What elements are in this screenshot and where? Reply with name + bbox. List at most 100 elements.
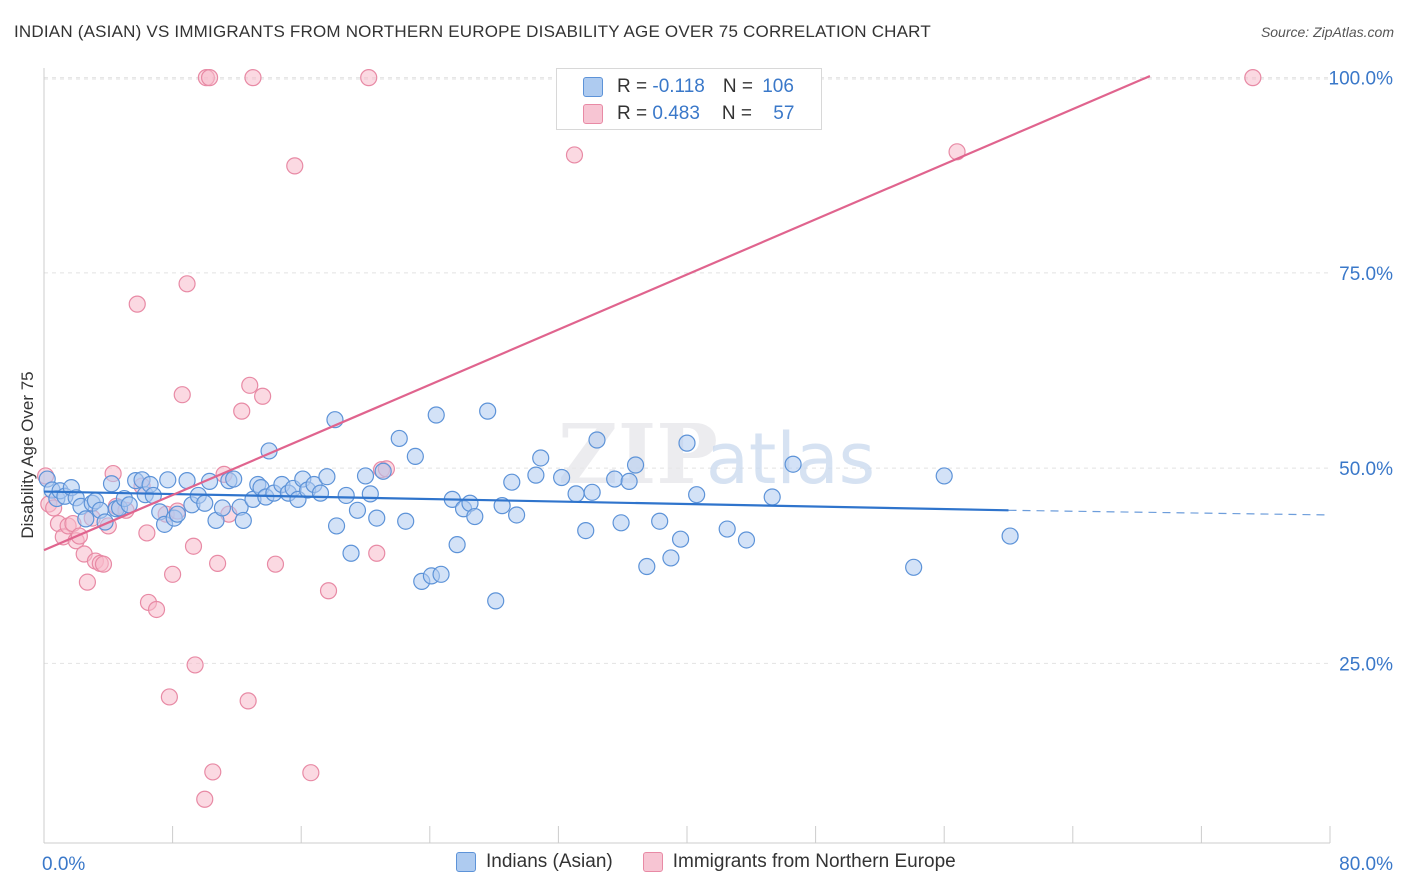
legend-swatch-immigrants — [642, 852, 663, 872]
indians-point — [532, 449, 550, 467]
legend-swatch-immigrants — [583, 104, 603, 124]
immigrants-point — [241, 376, 259, 394]
indians-point — [77, 510, 95, 528]
indians-point — [612, 514, 630, 532]
indians-point — [196, 494, 214, 512]
indians-point — [671, 530, 690, 548]
indians-point — [168, 505, 187, 523]
indians-point — [432, 565, 450, 583]
immigrants-point — [200, 69, 219, 87]
y-tick-label: 25.0% — [1339, 654, 1393, 675]
immigrants-point — [286, 157, 304, 175]
indians-point — [583, 483, 601, 501]
immigrants-point — [233, 402, 251, 420]
indians-point — [397, 512, 415, 530]
immigrants-point — [266, 555, 285, 573]
legend-r-value-indians: -0.118 — [652, 76, 705, 97]
immigrants-point — [128, 295, 146, 313]
indians-point — [318, 468, 336, 486]
y-tick-label: 75.0% — [1339, 264, 1393, 285]
chart-title: INDIAN (ASIAN) VS IMMIGRANTS FROM NORTHE… — [14, 22, 931, 41]
indians-point — [626, 456, 645, 474]
indians-point — [337, 486, 355, 505]
y-tick-label: 50.0% — [1339, 459, 1393, 480]
immigrants-point — [160, 688, 178, 706]
legend-swatch-indians — [456, 852, 476, 872]
immigrants-point — [239, 692, 257, 710]
legend-r-value-immigrants: 0.483 — [652, 103, 700, 124]
indians-point — [905, 558, 923, 576]
indians-point — [567, 485, 585, 503]
indians-point — [406, 447, 424, 466]
legend-swatch-indians — [583, 77, 603, 97]
indians-point — [588, 431, 606, 449]
x-tick-label-max: 80.0% — [1339, 854, 1393, 875]
indians-point — [448, 536, 466, 554]
indians-point — [213, 499, 232, 517]
immigrants-point — [178, 275, 196, 293]
immigrants-point — [186, 656, 204, 674]
indians-point — [638, 557, 656, 576]
indians-point — [311, 484, 330, 502]
indians-point — [225, 470, 243, 488]
indians-point — [374, 462, 392, 480]
indians-point — [159, 471, 177, 489]
indians-point — [651, 512, 669, 530]
indians-point — [427, 406, 445, 424]
legend-n-value-indians: 106 — [762, 76, 794, 97]
immigrants-point — [94, 555, 113, 573]
indians-point — [527, 466, 545, 484]
trend-line-indians-extension — [1008, 509, 1331, 516]
indians-point — [662, 549, 680, 567]
indians-point — [356, 467, 375, 485]
immigrants-point — [254, 387, 272, 405]
indians-point — [688, 486, 706, 504]
immigrants-point — [78, 573, 97, 591]
correlation-legend: R = -0.118 N = 106 R = 0.483 N = 57 — [556, 68, 822, 130]
indians-point — [234, 511, 252, 530]
immigrants-point — [138, 524, 156, 542]
trend-lines — [43, 75, 1331, 552]
indians-point — [390, 429, 408, 448]
watermark: ZIP atlas — [558, 407, 875, 503]
immigrants-point — [565, 146, 584, 164]
legend-row-immigrants: R = 0.483 N = 57 — [583, 102, 794, 126]
immigrants-point — [196, 790, 214, 808]
immigrants-point — [209, 554, 227, 573]
indians-point — [342, 544, 360, 562]
legend-n-value-immigrants: 57 — [773, 103, 795, 124]
indians-point — [678, 434, 696, 452]
legend-item-indians: Indians (Asian) — [456, 851, 613, 873]
legend-n-label: N = — [721, 103, 758, 124]
indians-point — [102, 475, 121, 493]
immigrants-point — [360, 69, 378, 87]
indians-point — [503, 473, 521, 491]
x-tick-label-min: 0.0% — [42, 854, 85, 875]
axis-layer: 25.0% 50.0% 75.0% 100.0% — [43, 68, 1394, 844]
indians-point — [487, 592, 505, 610]
immigrants-point — [368, 544, 386, 562]
y-tick-label: 100.0% — [1329, 69, 1394, 90]
indians-point — [1001, 527, 1019, 545]
legend-label-indians: Indians (Asian) — [486, 851, 613, 872]
legend-r-label: R = — [617, 103, 653, 124]
indians-point — [479, 402, 497, 420]
indians-point — [577, 521, 595, 540]
indians-point — [763, 488, 781, 506]
indians-point — [348, 501, 367, 519]
indians-point — [737, 531, 756, 549]
immigrants-point — [302, 764, 320, 782]
indians-point — [508, 506, 526, 524]
watermark-zip: ZIP — [558, 407, 718, 503]
indians-point — [466, 507, 484, 526]
indians-point — [327, 517, 346, 535]
legend-row-indians: R = -0.118 N = 106 — [583, 75, 794, 99]
immigrants-point — [147, 600, 166, 619]
indians-point — [935, 467, 953, 485]
legend-r-label: R = — [617, 76, 653, 97]
series-indians-points — [38, 402, 1019, 610]
indians-point — [553, 468, 571, 487]
immigrants-point — [244, 69, 262, 87]
indians-point — [620, 472, 638, 490]
